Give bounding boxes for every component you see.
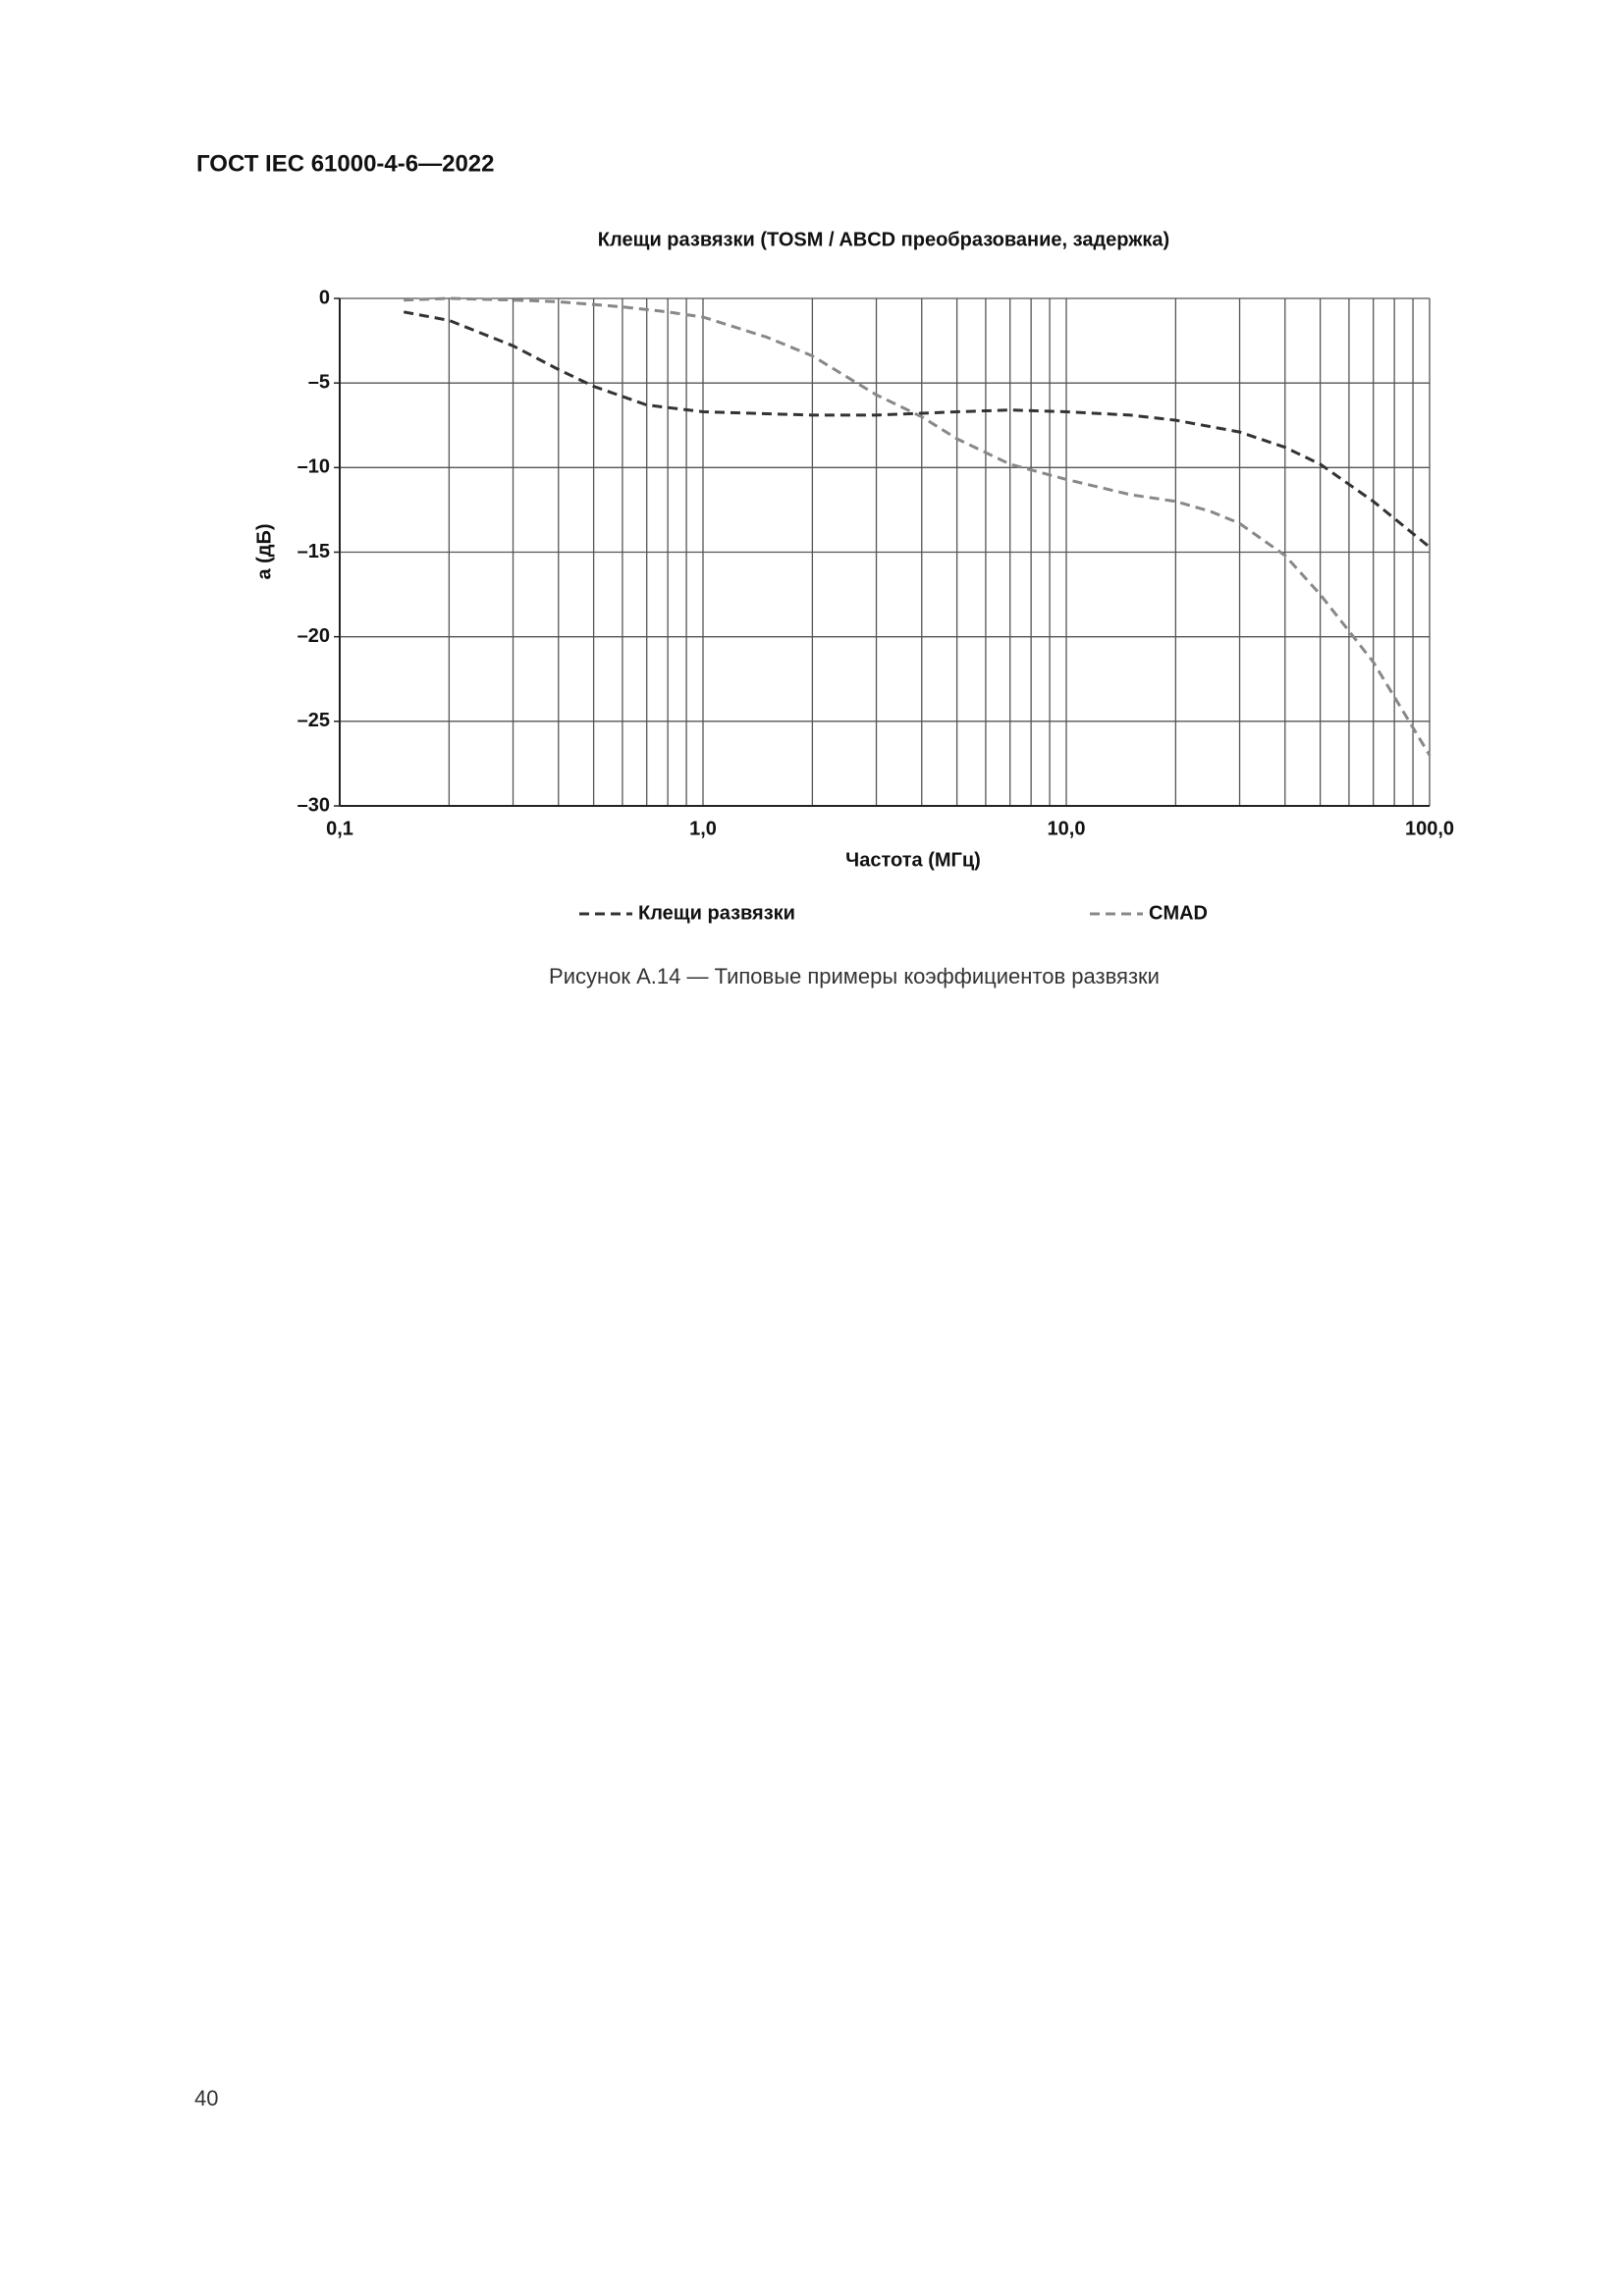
data-line [404,296,1432,757]
y-tick-label: –5 [308,371,330,393]
y-tick-label: –10 [298,456,330,478]
legend-label: Клещи развязки [638,902,795,924]
y-axis-label: a (дБ) [253,523,275,579]
x-axis-label: Частота (МГц) [845,849,981,871]
page-number: 40 [194,2086,218,2110]
y-tick-label: 0 [319,287,330,308]
y-tick-label: –30 [298,794,330,816]
chart-title: Клещи развязки (TOSM / ABCD преобразован… [598,229,1169,250]
x-tick-label: 1,0 [689,818,717,839]
legend-label: CMAD [1149,902,1208,924]
y-tick-label: –20 [298,625,330,647]
y-tick-label: –25 [298,710,330,731]
x-tick-label: 100,0 [1405,818,1454,839]
x-tick-label: 10,0 [1048,818,1086,839]
caption: Рисунок А.14 — Типовые примеры коэффицие… [549,964,1160,988]
x-tick-label: 0,1 [326,818,353,839]
header: ГОСТ IEC 61000-4-6—2022 [196,150,495,177]
y-tick-label: –15 [298,541,330,562]
data-line [403,310,1431,549]
